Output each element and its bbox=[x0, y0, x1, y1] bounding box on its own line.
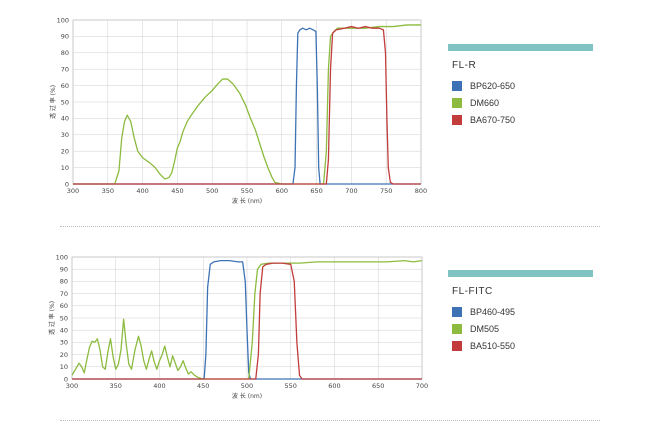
y-tick-label: 10 bbox=[61, 164, 69, 172]
legend-title: FL-R bbox=[452, 60, 477, 71]
y-tick-label: 50 bbox=[60, 314, 68, 322]
legend-swatch-red bbox=[452, 340, 462, 351]
section-divider bbox=[60, 420, 600, 421]
legend-item-bp460-495: BP460-495 bbox=[452, 303, 600, 320]
section-divider bbox=[60, 226, 600, 227]
legend-swatch-green bbox=[452, 323, 462, 334]
y-axis-label: 透 过 率 (%) bbox=[48, 301, 56, 335]
chart-fl-r: 0 10 20 30 40 50 60 70 80 90 100 300 350 400 450 500 550… bbox=[49, 16, 427, 205]
legend-label: BP620-650 bbox=[470, 80, 516, 91]
y-tick-label: 40 bbox=[61, 115, 69, 123]
y-tick-label: 20 bbox=[61, 148, 69, 156]
legend-fl-r: FL-R BP620-650 DM660 BA670-750 bbox=[448, 44, 600, 128]
y-tick-label: 0 bbox=[64, 375, 68, 383]
y-tick-label: 100 bbox=[56, 253, 68, 261]
legend-label: BA670-750 bbox=[470, 114, 516, 125]
y-tick-label: 0 bbox=[65, 180, 69, 188]
chart-fl-fitc: 0 10 20 30 40 50 60 70 80 90 100 300 350 400 450 500 550… bbox=[48, 253, 428, 400]
legend-label: DM505 bbox=[470, 323, 500, 334]
series-line-bp620-650 bbox=[73, 27, 421, 185]
y-tick-label: 60 bbox=[60, 302, 68, 310]
series-line-dm505 bbox=[71, 260, 423, 380]
y-axis-label: 透 过 率 (%) bbox=[49, 85, 57, 119]
legend-swatch-blue bbox=[452, 306, 462, 317]
y-tick-label: 40 bbox=[60, 327, 68, 335]
y-tick-label: 90 bbox=[61, 33, 69, 41]
x-tick-label: 550 bbox=[241, 187, 253, 195]
x-axis-label: 波 长 (nm) bbox=[232, 392, 262, 400]
legend-item-ba510-550: BA510-550 bbox=[452, 337, 600, 354]
x-tick-label: 300 bbox=[67, 187, 79, 195]
legend-label: DM660 bbox=[470, 97, 500, 108]
legend-swatch-blue bbox=[452, 80, 462, 91]
x-tick-label: 650 bbox=[310, 187, 322, 195]
legend-label: BA510-550 bbox=[470, 340, 516, 351]
y-tick-label: 100 bbox=[57, 16, 69, 24]
y-tick-label: 80 bbox=[61, 49, 69, 57]
x-tick-label: 300 bbox=[66, 382, 78, 390]
x-tick-label: 450 bbox=[197, 382, 209, 390]
series-line-bp460-495 bbox=[72, 260, 422, 380]
y-tick-label: 30 bbox=[60, 339, 68, 347]
x-tick-label: 400 bbox=[153, 382, 165, 390]
legend-title: FL-FITC bbox=[452, 286, 493, 297]
y-tick-label: 10 bbox=[60, 363, 68, 371]
y-tick-label: 60 bbox=[61, 82, 69, 90]
x-tick-label: 600 bbox=[276, 187, 288, 195]
legend-accent-bar bbox=[448, 44, 593, 51]
y-tick-label: 20 bbox=[60, 351, 68, 359]
legend-item-bp620-650: BP620-650 bbox=[452, 77, 600, 94]
legend-fl-fitc: FL-FITC BP460-495 DM505 BA510-550 bbox=[448, 270, 600, 354]
y-tick-label: 90 bbox=[60, 266, 68, 274]
x-tick-label: 800 bbox=[415, 187, 427, 195]
legend-label: BP460-495 bbox=[470, 306, 516, 317]
y-tick-label: 80 bbox=[60, 278, 68, 286]
x-tick-label: 500 bbox=[241, 382, 253, 390]
x-tick-label: 400 bbox=[136, 187, 148, 195]
x-tick-label: 350 bbox=[102, 187, 114, 195]
x-tick-label: 700 bbox=[345, 187, 357, 195]
series-line-ba670-750 bbox=[73, 25, 421, 185]
y-tick-label: 70 bbox=[61, 66, 69, 74]
y-tick-label: 30 bbox=[61, 131, 69, 139]
legend-swatch-red bbox=[452, 114, 462, 125]
x-tick-label: 550 bbox=[285, 382, 297, 390]
x-tick-label: 700 bbox=[416, 382, 428, 390]
x-tick-label: 750 bbox=[380, 187, 392, 195]
legend-accent-bar bbox=[448, 270, 593, 277]
legend-item-dm505: DM505 bbox=[452, 320, 600, 337]
series-line-ba510-550 bbox=[72, 262, 422, 380]
y-tick-label: 50 bbox=[61, 98, 69, 106]
x-tick-label: 650 bbox=[372, 382, 384, 390]
legend-item-ba670-750: BA670-750 bbox=[452, 111, 600, 128]
x-tick-label: 500 bbox=[206, 187, 218, 195]
x-axis-label: 波 长 (nm) bbox=[232, 197, 262, 205]
legend-swatch-green bbox=[452, 97, 462, 108]
legend-item-dm660: DM660 bbox=[452, 94, 600, 111]
x-tick-label: 600 bbox=[328, 382, 340, 390]
x-tick-label: 450 bbox=[171, 187, 183, 195]
y-tick-label: 70 bbox=[60, 290, 68, 298]
x-tick-label: 350 bbox=[110, 382, 122, 390]
